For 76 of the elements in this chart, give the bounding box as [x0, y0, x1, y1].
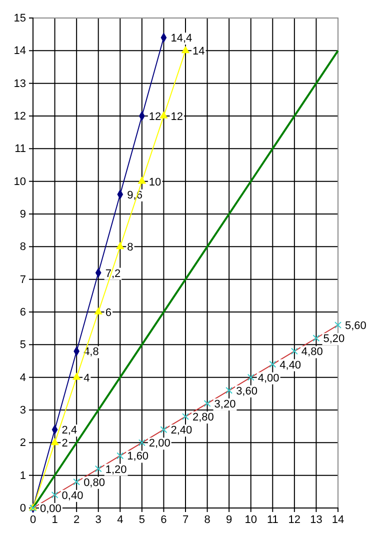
y-tick-label: 1	[20, 470, 26, 482]
y-tick-label: 14	[14, 45, 26, 58]
point	[247, 374, 254, 381]
y-tick-label: 12	[14, 110, 26, 123]
data-label: 2,40	[170, 424, 192, 437]
point	[181, 46, 190, 54]
y-tick-label: 9	[20, 208, 26, 221]
y-tick-label: 10	[14, 176, 26, 188]
data-label: 4,80	[301, 346, 323, 358]
y-tick-label: 13	[14, 78, 26, 90]
x-tick-label: 5	[138, 514, 145, 526]
point	[50, 438, 59, 446]
x-tick-label: 13	[310, 514, 322, 526]
x-tick-label: 12	[288, 514, 301, 526]
data-label: 1,60	[127, 450, 149, 463]
y-tick-label: 5	[20, 339, 26, 352]
data-label: 4,40	[280, 359, 302, 372]
point	[269, 360, 276, 368]
point	[72, 372, 81, 380]
y-tick-label: 4	[20, 372, 26, 384]
point	[116, 242, 124, 250]
y-tick-label: 8	[20, 241, 26, 254]
point	[138, 176, 146, 184]
data-label: 12	[170, 111, 183, 123]
point	[204, 400, 211, 407]
y-tick-label: 2	[20, 437, 26, 450]
data-label: 4,00	[258, 372, 280, 384]
x-tick-label: 2	[74, 514, 80, 526]
data-label: 6	[105, 307, 112, 319]
x-tick-label: 1	[52, 514, 58, 526]
point	[334, 322, 342, 329]
point	[226, 386, 233, 394]
x-tick-label: 9	[226, 514, 232, 526]
x-tick-label: 4	[117, 514, 124, 526]
data-label: 5,60	[345, 320, 366, 332]
point	[94, 465, 102, 472]
point	[290, 348, 298, 355]
data-label: 2,80	[192, 412, 214, 424]
data-label: 14,4	[170, 32, 192, 45]
y-tick-label: 11	[14, 143, 26, 156]
x-tick-label: 10	[244, 514, 257, 526]
x-tick-label: 11	[266, 514, 278, 526]
data-label: 0,80	[84, 476, 105, 489]
y-tick-label: 7	[20, 274, 26, 286]
y-tick-label: 15	[14, 12, 26, 25]
point	[138, 439, 146, 446]
point	[73, 478, 80, 486]
y-tick-label: 6	[20, 306, 26, 319]
data-label: 1,20	[105, 464, 127, 476]
x-tick-label: 7	[182, 514, 189, 526]
x-tick-label: 14	[332, 514, 344, 526]
x-tick-label: 3	[95, 514, 102, 526]
point	[182, 413, 189, 420]
data-label: 2,4	[62, 424, 78, 437]
data-label: 3,20	[214, 398, 236, 410]
point	[160, 426, 168, 434]
x-tick-label: 6	[160, 514, 167, 526]
x-tick-label: 0	[30, 514, 36, 526]
point	[94, 307, 103, 314]
data-label: 5,20	[323, 333, 345, 346]
data-label: 2	[62, 438, 68, 450]
data-label: 14	[192, 46, 205, 58]
point	[116, 452, 124, 460]
data-label: 4	[84, 372, 90, 384]
x-tick-label: 8	[204, 514, 210, 526]
data-label: 10	[148, 176, 162, 188]
point	[51, 491, 58, 498]
y-tick-label: 0	[20, 502, 26, 515]
data-label: 0,40	[62, 490, 84, 502]
y-tick-label: 3	[20, 404, 26, 417]
data-label: 12	[148, 111, 162, 123]
data-label: 3,60	[236, 385, 258, 398]
data-label: 2,00	[148, 438, 170, 450]
data-label: 0,00	[40, 503, 62, 515]
point	[312, 334, 320, 342]
data-label: 8	[127, 242, 134, 254]
